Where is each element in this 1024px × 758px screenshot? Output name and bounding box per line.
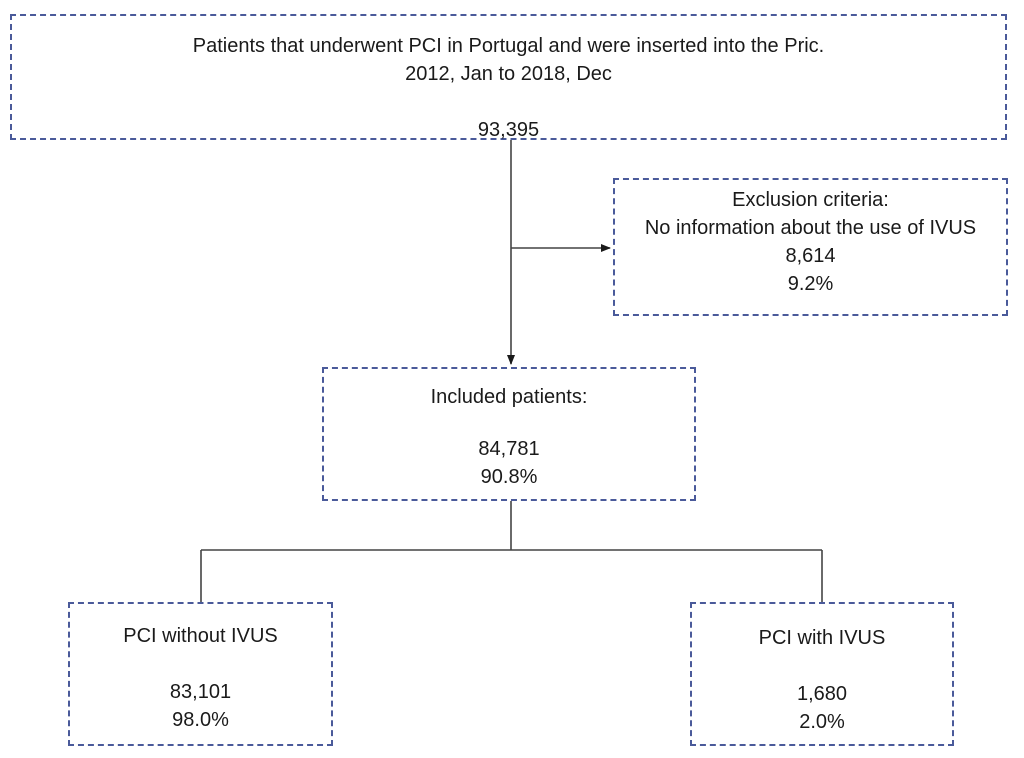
included-percent: 90.8%: [480, 466, 538, 488]
with-ivus-heading: PCI with IVUS: [758, 627, 886, 649]
source-title-line1: Patients that underwent PCI in Portugal …: [192, 35, 825, 57]
with-ivus-count: 1,680: [796, 683, 848, 705]
with-ivus-percent: 2.0%: [799, 711, 845, 733]
source-population-box: Patients that underwent PCI in Portugal …: [10, 14, 1007, 141]
exclusion-criteria-box: Exclusion criteria: No information about…: [613, 178, 1008, 316]
without-ivus-count: 83,101: [169, 681, 232, 703]
pci-with-ivus-box: PCI with IVUS 1,680 2.0%: [690, 602, 954, 746]
source-count: 93,395: [477, 119, 540, 141]
exclusion-count: 8,614: [785, 245, 836, 267]
pci-without-ivus-box: PCI without IVUS 83,101 98.0%: [68, 602, 333, 746]
without-ivus-heading: PCI without IVUS: [123, 625, 278, 647]
exclusion-heading: Exclusion criteria:: [732, 189, 889, 211]
included-patients-box: Included patients: 84,781 90.8%: [322, 367, 696, 501]
without-ivus-percent: 98.0%: [172, 709, 229, 731]
included-count: 84,781: [478, 438, 540, 460]
included-heading: Included patients:: [430, 386, 588, 408]
exclusion-reason: No information about the use of IVUS: [644, 217, 977, 239]
exclusion-percent: 9.2%: [787, 273, 834, 295]
source-title-line2: 2012, Jan to 2018, Dec: [405, 63, 612, 85]
